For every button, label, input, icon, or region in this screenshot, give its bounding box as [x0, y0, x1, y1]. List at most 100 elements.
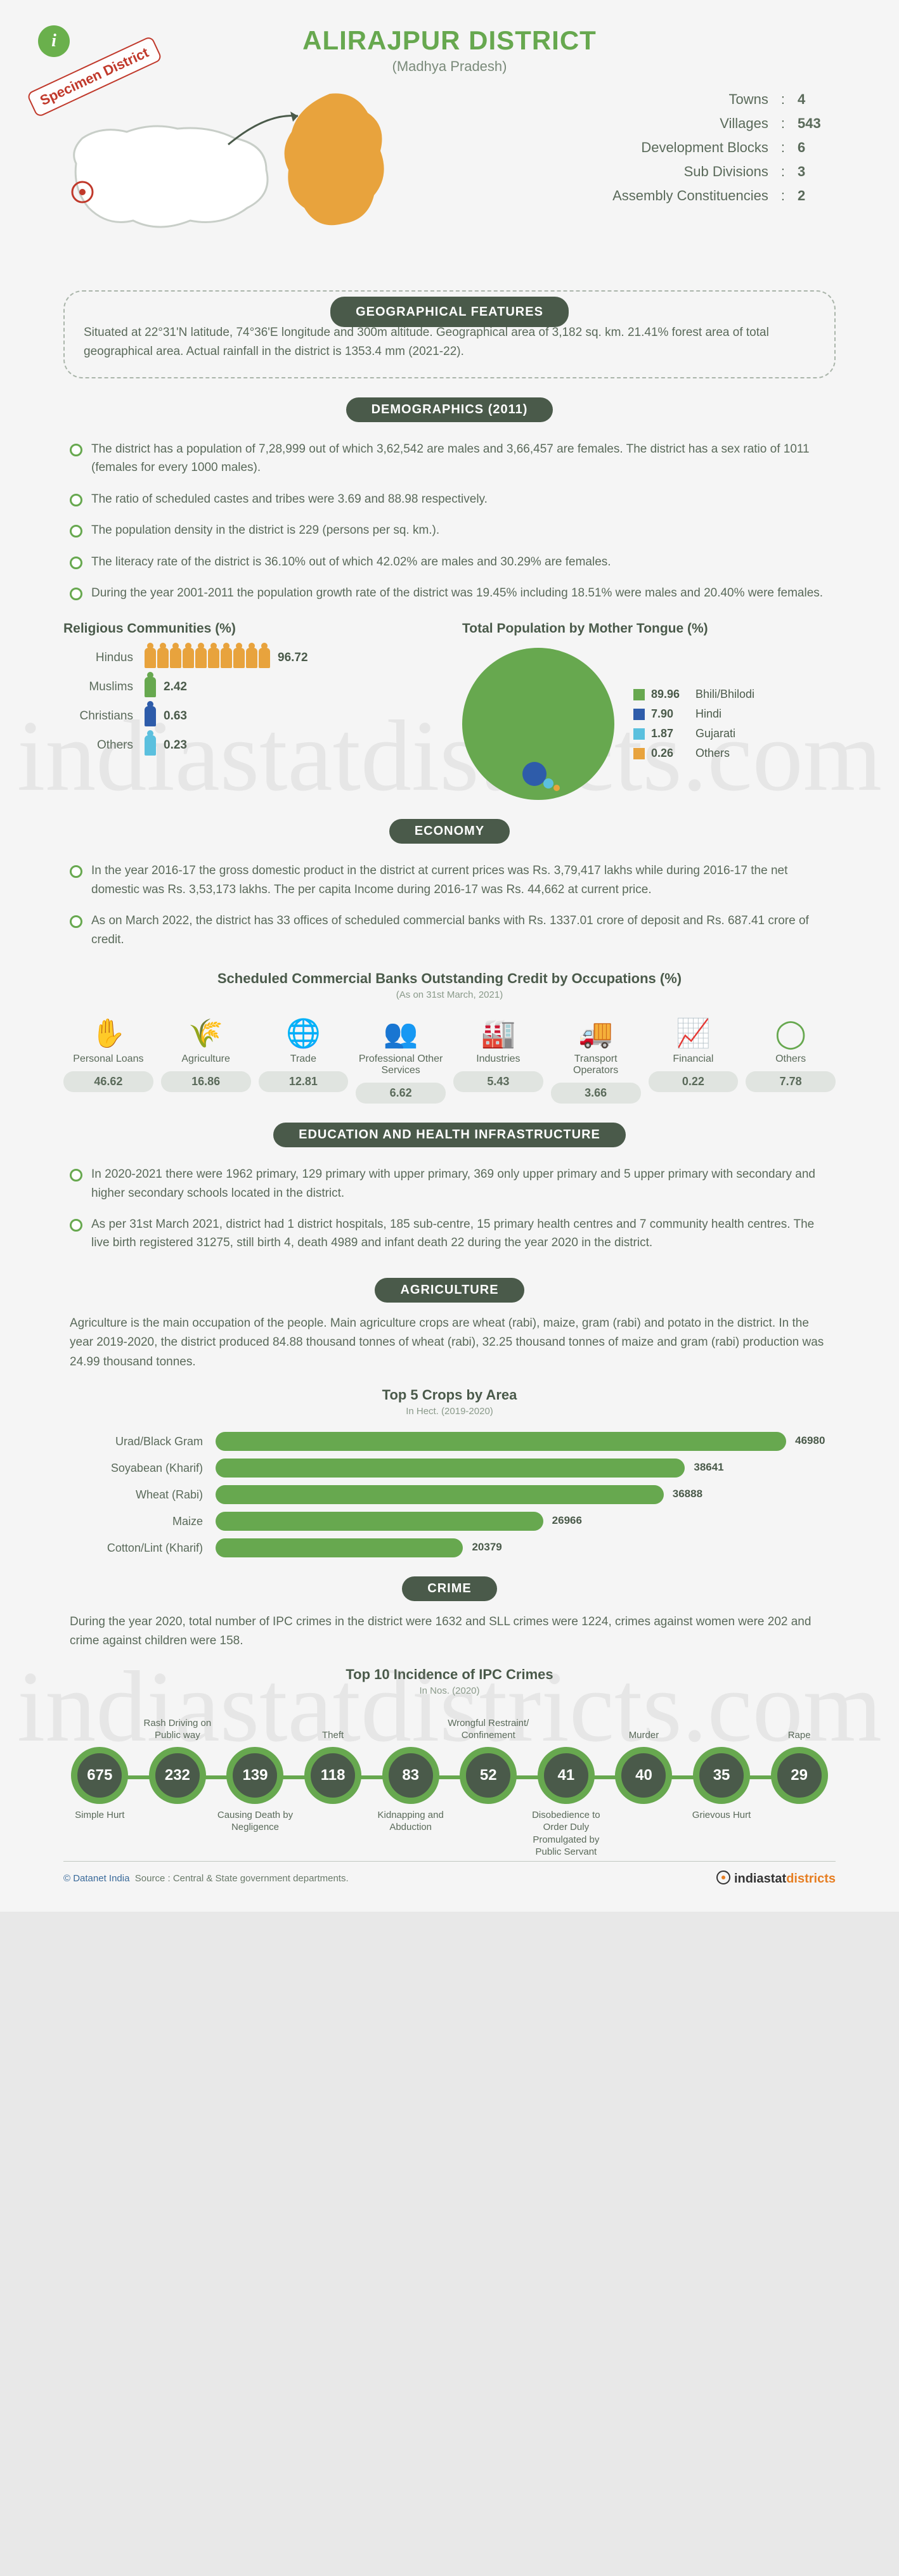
religion-row: Christians 0.63: [63, 706, 437, 726]
religion-value: 96.72: [278, 651, 308, 665]
stat-row: Assembly Constituencies:2: [412, 184, 836, 208]
person-icon: [233, 648, 245, 668]
map-graphic: [63, 87, 393, 265]
occupation-icon: 🚚: [551, 1013, 641, 1053]
legend-value: 7.90: [651, 707, 689, 721]
occupation-value: 3.66: [551, 1083, 641, 1104]
religion-chart: Hindus 96.72Muslims 2.42Christians 0.63O…: [63, 648, 437, 756]
copyright-link[interactable]: © Datanet India: [63, 1873, 129, 1884]
stat-label: Sub Divisions: [684, 164, 768, 180]
section-geo-title: GEOGRAPHICAL FEATURES: [330, 297, 569, 327]
crime-label: Murder: [601, 1729, 687, 1742]
crime-item: Wrongful Restraint/ Confinement 52: [452, 1747, 525, 1804]
religion-title: Religious Communities (%): [63, 621, 437, 636]
occupation-value: 12.81: [259, 1071, 349, 1092]
crime-value-circle: 40: [615, 1747, 672, 1804]
bar-value: 38641: [694, 1461, 723, 1474]
crime-item: Theft 118: [297, 1747, 370, 1804]
religion-value: 2.42: [164, 680, 187, 694]
legend-value: 1.87: [651, 727, 689, 740]
crime-label: Theft: [290, 1729, 376, 1742]
crime-label: Rash Driving on Public way: [135, 1717, 221, 1742]
crime-value-circle: 52: [460, 1747, 517, 1804]
bullet-item: The population density in the district i…: [70, 515, 829, 546]
person-icon: [145, 648, 156, 668]
crime-label: Simple Hurt: [57, 1809, 143, 1822]
footer-logo: indiastatdistricts: [716, 1871, 836, 1886]
stat-label: Towns: [729, 91, 768, 108]
district-title: ALIRAJPUR DISTRICT: [63, 25, 836, 56]
legend-item: 7.90 Hindi: [633, 707, 754, 721]
person-icon: [195, 648, 207, 668]
crime-value-circle: 83: [382, 1747, 439, 1804]
credit-item: 🌐 Trade 12.81: [259, 1013, 349, 1104]
legend-value: 89.96: [651, 688, 689, 701]
bar-value: 46980: [795, 1434, 825, 1447]
crime-item: Causing Death by Negligence 139: [219, 1747, 292, 1804]
bullet-item: In the year 2016-17 the gross domestic p…: [70, 855, 829, 905]
stat-row: Development Blocks:6: [412, 136, 836, 160]
geo-text: Situated at 22°31'N latitude, 74°36'E lo…: [84, 323, 815, 362]
info-icon: i: [38, 25, 70, 57]
crime-item: Simple Hurt 675: [63, 1747, 136, 1804]
person-icon: [145, 706, 156, 726]
bullet-item: In 2020-2021 there were 1962 primary, 12…: [70, 1159, 829, 1209]
person-icon: [208, 648, 219, 668]
section-demo-title: DEMOGRAPHICS (2011): [346, 397, 553, 422]
credit-item: 🏭 Industries 5.43: [453, 1013, 543, 1104]
crime-text: During the year 2020, total number of IP…: [63, 1613, 836, 1651]
bullet-item: The literacy rate of the district is 36.…: [70, 546, 829, 577]
occupation-icon: 🏭: [453, 1013, 543, 1053]
legend-label: Gujarati: [695, 727, 735, 740]
occupation-icon: 👥: [356, 1013, 446, 1053]
legend-item: 1.87 Gujarati: [633, 727, 754, 740]
occupation-label: Industries: [453, 1053, 543, 1065]
crime-value-circle: 139: [226, 1747, 283, 1804]
credit-note: (As on 31st March, 2021): [63, 989, 836, 1000]
occupation-label: Trade: [259, 1053, 349, 1065]
stat-label: Development Blocks: [641, 139, 768, 156]
crops-bar-chart: Urad/Black Gram 46980 Soyabean (Kharif) …: [76, 1432, 823, 1557]
crimes-note: In Nos. (2020): [63, 1685, 836, 1696]
religion-row: Others 0.23: [63, 735, 437, 756]
occupation-label: Professional Other Services: [356, 1053, 446, 1076]
religion-label: Christians: [63, 709, 133, 723]
stat-label: Assembly Constituencies: [612, 188, 768, 204]
bullet-item: As on March 2022, the district has 33 of…: [70, 905, 829, 955]
occupation-label: Financial: [649, 1053, 739, 1065]
occupation-value: 5.43: [453, 1071, 543, 1092]
stat-value: 6: [798, 139, 836, 156]
legend-swatch: [633, 728, 645, 740]
logo-icon: [716, 1871, 730, 1884]
occupation-value: 16.86: [161, 1071, 251, 1092]
occupation-label: Transport Operators: [551, 1053, 641, 1076]
bar-row: Soyabean (Kharif) 38641: [76, 1459, 823, 1478]
occupation-label: Personal Loans: [63, 1053, 153, 1065]
district-map-icon: [266, 87, 393, 233]
legend-swatch: [633, 689, 645, 700]
demographics-list: The district has a population of 7,28,99…: [63, 434, 836, 609]
occupation-icon: 📈: [649, 1013, 739, 1053]
bar-label: Soyabean (Kharif): [76, 1462, 203, 1475]
crime-chart: Simple Hurt 675Rash Driving on Public wa…: [63, 1715, 836, 1836]
religion-label: Muslims: [63, 680, 133, 694]
stat-value: 543: [798, 115, 836, 132]
legend-item: 0.26 Others: [633, 747, 754, 760]
economy-list: In the year 2016-17 the gross domestic p…: [63, 855, 836, 955]
bar-row: Maize 26966: [76, 1512, 823, 1531]
crime-label: Rape: [756, 1729, 842, 1742]
crime-item: Rash Driving on Public way 232: [141, 1747, 214, 1804]
legend-label: Hindi: [695, 707, 721, 721]
religion-value: 0.63: [164, 709, 187, 723]
legend-item: 89.96 Bhili/Bhilodi: [633, 688, 754, 701]
stat-row: Sub Divisions:3: [412, 160, 836, 184]
crime-item: Grievous Hurt 35: [685, 1747, 758, 1804]
legend-label: Others: [695, 747, 730, 760]
bar-label: Cotton/Lint (Kharif): [76, 1542, 203, 1555]
bar-label: Wheat (Rabi): [76, 1488, 203, 1502]
geographical-box: GEOGRAPHICAL FEATURES Situated at 22°31'…: [63, 290, 836, 378]
crime-value-circle: 118: [304, 1747, 361, 1804]
occupation-value: 46.62: [63, 1071, 153, 1092]
section-agri-title: AGRICULTURE: [375, 1278, 524, 1303]
person-icon: [170, 648, 181, 668]
